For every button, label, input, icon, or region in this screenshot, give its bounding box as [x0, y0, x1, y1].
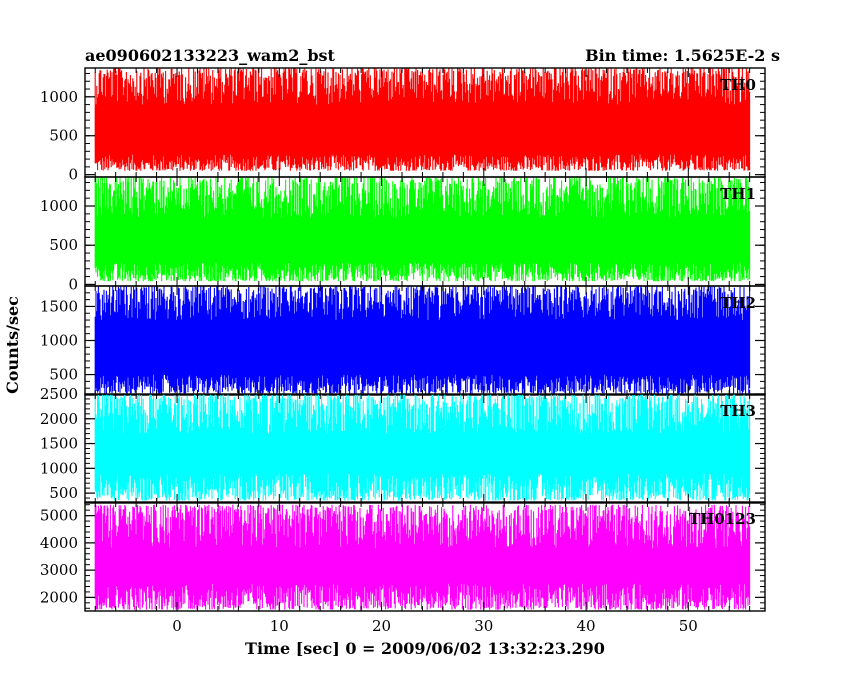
y-tick-label: 2000	[40, 588, 78, 606]
y-tick-label: 1000	[40, 459, 78, 477]
y-tick-label: 1000	[40, 332, 78, 350]
y-tick-label: 2000	[40, 410, 78, 428]
y-tick-label: 500	[49, 484, 78, 502]
series-th0	[94, 68, 751, 171]
y-tick-label: 4000	[40, 534, 78, 552]
panel-th3: 500 1000 1500 2000 2500 TH3	[40, 385, 766, 504]
series-th0123	[94, 504, 751, 610]
y-tick-label: 3000	[40, 561, 78, 579]
series-th2	[94, 286, 751, 394]
y-tick-label: 1500	[40, 435, 78, 453]
panel-frame	[84, 501, 766, 612]
chart-title-left: ae090602133223_wam2_bst	[85, 46, 336, 65]
y-tick-label: 1000	[40, 197, 78, 215]
panel-th2: 500 1000 1500 TH2	[40, 285, 766, 396]
panel-th0123: 2000 3000 4000 5000 TH0123	[40, 501, 766, 612]
y-tick-label: 1500	[40, 297, 78, 315]
panel-label: TH2	[720, 294, 756, 312]
x-tick-label: 20	[372, 617, 391, 635]
x-axis-label: Time [sec] 0 = 2009/06/02 13:32:23.290	[245, 639, 605, 658]
y-tick-label: 0	[68, 166, 78, 184]
panel-th0: 0 500 1000 TH0	[40, 67, 766, 184]
x-tick-label: 0	[172, 617, 182, 635]
y-tick-label: 1000	[40, 88, 78, 106]
series-th1	[94, 177, 751, 282]
panel-label: TH0	[720, 76, 756, 94]
series-th3	[94, 394, 751, 501]
chart-title-right: Bin time: 1.5625E-2 s	[585, 46, 780, 65]
y-tick-label: 2500	[40, 385, 78, 403]
x-tick-label: 50	[679, 617, 698, 635]
panel-th1: 0 500 1000 TH1	[40, 176, 766, 293]
y-tick-label: 0	[68, 275, 78, 293]
y-tick-label: 500	[49, 127, 78, 145]
panel-label: TH3	[720, 402, 756, 420]
panel-label: TH1	[720, 185, 756, 203]
x-tick-label: 40	[577, 617, 596, 635]
panel-label: TH0123	[689, 510, 756, 528]
y-axis-label: Counts/sec	[3, 296, 22, 394]
y-tick-label: 500	[49, 236, 78, 254]
x-tick-label: 30	[474, 617, 493, 635]
x-tick-label: 10	[270, 617, 289, 635]
y-tick-label: 500	[49, 366, 78, 384]
y-tick-label: 5000	[40, 507, 78, 525]
